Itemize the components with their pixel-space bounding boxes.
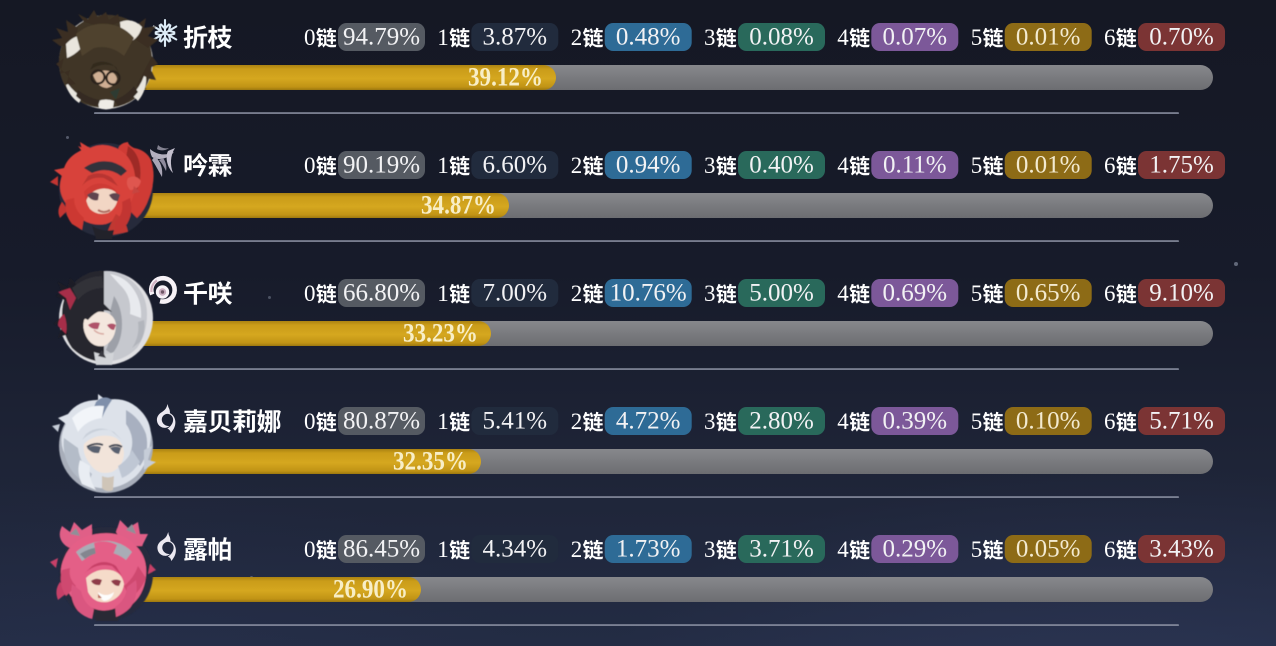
svg-text:0.08%: 0.08%	[749, 24, 814, 51]
svg-text:6: 6	[1104, 25, 1116, 50]
svg-text:4: 4	[837, 409, 849, 434]
svg-text:86.45%: 86.45%	[343, 536, 420, 563]
svg-text:2: 2	[571, 281, 583, 306]
svg-text:3: 3	[704, 153, 716, 178]
svg-text:3: 3	[704, 537, 716, 562]
svg-text:0: 0	[304, 25, 316, 50]
svg-text:39.12%: 39.12%	[468, 63, 543, 92]
svg-text:0.48%: 0.48%	[616, 24, 681, 51]
svg-text:1: 1	[437, 409, 449, 434]
svg-text:32.35%: 32.35%	[393, 447, 468, 476]
svg-text:0.70%: 0.70%	[1149, 24, 1214, 51]
svg-text:4: 4	[837, 537, 849, 562]
svg-text:3.71%: 3.71%	[749, 536, 814, 563]
svg-text:6: 6	[1104, 153, 1116, 178]
svg-text:4: 4	[837, 281, 849, 306]
svg-text:5: 5	[971, 25, 983, 50]
svg-text:0: 0	[304, 281, 316, 306]
svg-text:3.43%: 3.43%	[1149, 536, 1214, 563]
svg-text:9.10%: 9.10%	[1149, 280, 1214, 307]
svg-text:7.00%: 7.00%	[483, 280, 548, 307]
svg-text:66.80%: 66.80%	[343, 280, 420, 307]
svg-text:0.69%: 0.69%	[883, 280, 948, 307]
svg-text:5: 5	[971, 409, 983, 434]
svg-text:3: 3	[704, 281, 716, 306]
svg-text:0.01%: 0.01%	[1016, 152, 1081, 179]
svg-text:0.07%: 0.07%	[883, 24, 948, 51]
svg-text:0.29%: 0.29%	[883, 536, 948, 563]
svg-text:2.80%: 2.80%	[749, 408, 814, 435]
svg-text:0: 0	[304, 153, 316, 178]
svg-text:94.79%: 94.79%	[343, 24, 420, 51]
svg-text:3: 3	[704, 25, 716, 50]
svg-text:3.87%: 3.87%	[483, 24, 548, 51]
svg-text:0.65%: 0.65%	[1016, 280, 1081, 307]
svg-text:6: 6	[1104, 409, 1116, 434]
svg-text:4.34%: 4.34%	[483, 536, 548, 563]
svg-text:4: 4	[837, 153, 849, 178]
svg-text:90.19%: 90.19%	[343, 152, 420, 179]
svg-text:0.94%: 0.94%	[616, 152, 681, 179]
svg-text:5: 5	[971, 281, 983, 306]
svg-text:0: 0	[304, 537, 316, 562]
svg-text:0.01%: 0.01%	[1016, 24, 1081, 51]
svg-text:1: 1	[437, 537, 449, 562]
svg-text:1.73%: 1.73%	[616, 536, 681, 563]
svg-text:2: 2	[571, 409, 583, 434]
svg-text:33.23%: 33.23%	[403, 319, 478, 348]
svg-text:5.41%: 5.41%	[483, 408, 548, 435]
svg-text:2: 2	[571, 537, 583, 562]
svg-text:1.75%: 1.75%	[1149, 152, 1214, 179]
svg-text:5: 5	[971, 153, 983, 178]
svg-text:80.87%: 80.87%	[343, 408, 420, 435]
svg-text:2: 2	[571, 25, 583, 50]
svg-text:34.87%: 34.87%	[421, 191, 496, 220]
svg-text:6: 6	[1104, 537, 1116, 562]
svg-text:0.40%: 0.40%	[749, 152, 814, 179]
svg-text:10.76%: 10.76%	[610, 280, 687, 307]
svg-text:0.39%: 0.39%	[883, 408, 948, 435]
svg-text:0.10%: 0.10%	[1016, 408, 1081, 435]
svg-text:5.71%: 5.71%	[1149, 408, 1214, 435]
svg-text:0.11%: 0.11%	[883, 152, 947, 179]
svg-text:5.00%: 5.00%	[749, 280, 814, 307]
svg-text:1: 1	[437, 25, 449, 50]
svg-text:6.60%: 6.60%	[483, 152, 548, 179]
svg-text:6: 6	[1104, 281, 1116, 306]
svg-text:4: 4	[837, 25, 849, 50]
svg-text:3: 3	[704, 409, 716, 434]
svg-text:0: 0	[304, 409, 316, 434]
svg-text:1: 1	[437, 281, 449, 306]
svg-text:2: 2	[571, 153, 583, 178]
svg-text:0.05%: 0.05%	[1016, 536, 1081, 563]
svg-text:4.72%: 4.72%	[616, 408, 681, 435]
svg-text:1: 1	[437, 153, 449, 178]
svg-text:26.90%: 26.90%	[333, 575, 408, 604]
svg-text:5: 5	[971, 537, 983, 562]
